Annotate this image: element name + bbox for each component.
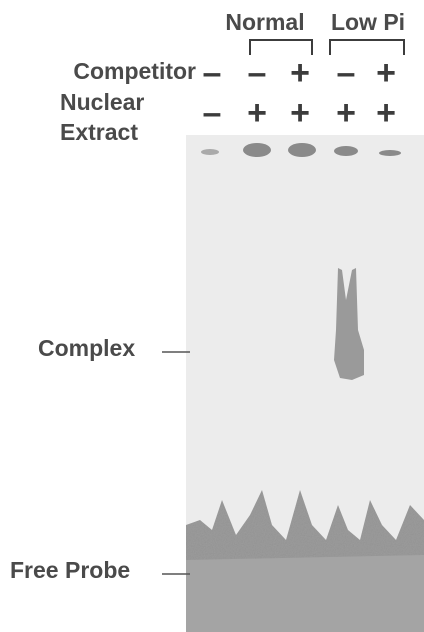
lane-sign: + — [290, 94, 310, 132]
wells — [201, 143, 401, 157]
group-label: Low Pi — [331, 9, 405, 35]
lane-sign: – — [203, 94, 222, 132]
marker-label: Free Probe — [10, 557, 130, 583]
lane-sign: – — [337, 54, 356, 92]
low-pi-bracket — [329, 39, 405, 55]
row-label: Nuclear — [60, 89, 144, 115]
lane-sign: + — [247, 94, 267, 132]
row-label: Extract — [60, 119, 138, 145]
lane-sign: + — [336, 94, 356, 132]
marker-label: Complex — [38, 335, 135, 361]
lane-sign: + — [376, 54, 396, 92]
row-label: Competitor — [73, 58, 196, 84]
free-probe-base — [186, 555, 424, 632]
lane-sign: – — [248, 54, 267, 92]
lane-sign: + — [290, 54, 310, 92]
group-label: Normal — [225, 9, 304, 35]
gel — [186, 135, 424, 632]
normal-bracket — [249, 39, 313, 55]
complex-band — [334, 268, 364, 380]
lane-sign: – — [203, 54, 222, 92]
lane-sign: + — [376, 94, 396, 132]
